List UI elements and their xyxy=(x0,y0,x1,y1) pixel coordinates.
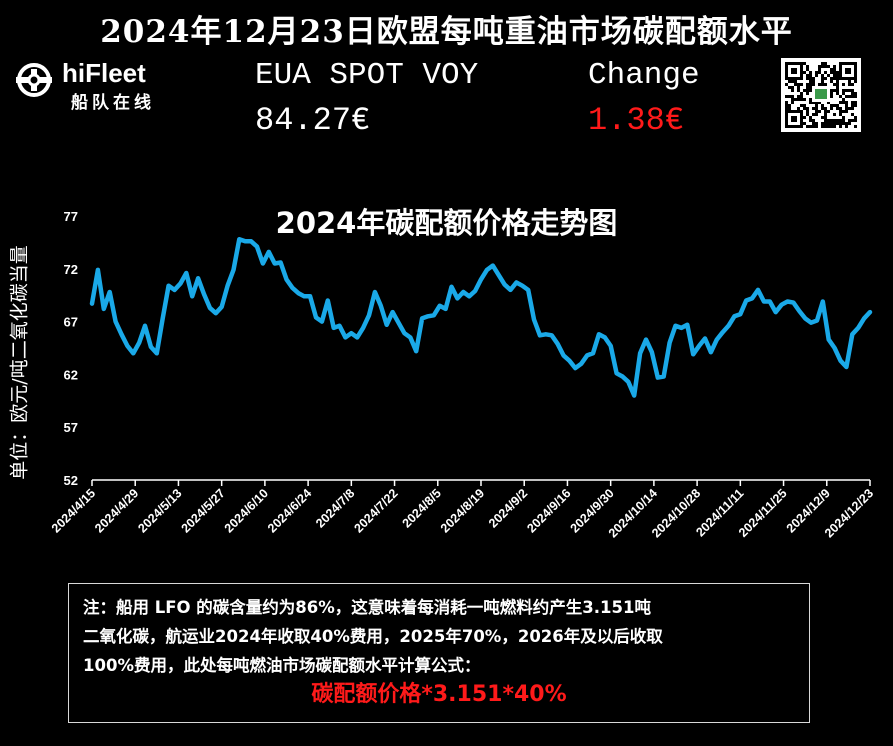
page-title: 2024年12月23日欧盟每吨重油市场碳配额水平 xyxy=(100,14,793,50)
note-line-3: 100%费用，此处每吨燃油市场碳配额水平计算公式： xyxy=(83,656,481,675)
x-tick-label: 2024/9/2 xyxy=(486,486,530,530)
change-label: Change xyxy=(588,58,700,93)
y-tick-label: 52 xyxy=(64,473,78,488)
price-series-line xyxy=(89,236,873,398)
hifleet-logo: hiFleet 船队在线 xyxy=(14,58,174,113)
logo-subtext: 船队在线 xyxy=(71,93,155,113)
note-line-2: 二氧化碳，航运业2024年收取40%费用，2025年70%，2026年及以后收取 xyxy=(83,627,663,646)
x-tick-label: 2024/6/24 xyxy=(265,486,314,535)
y-tick-label: 72 xyxy=(64,262,78,277)
x-tick-label: 2024/5/13 xyxy=(135,486,184,535)
y-tick-label: 67 xyxy=(64,315,78,330)
note-formula: 碳配额价格*3.151*40% xyxy=(311,682,567,707)
eua-label: EUA SPOT VOY xyxy=(255,58,479,93)
y-tick-label: 62 xyxy=(64,367,78,382)
x-tick-label: 2024/6/10 xyxy=(222,486,271,535)
y-tick-label: 57 xyxy=(64,420,78,435)
qr-code xyxy=(781,58,861,132)
x-tick-label: 2024/7/22 xyxy=(351,486,400,535)
note-box: 注：船用 LFO 的碳含量约为86%，这意味着每消耗一吨燃料约产生3.151吨 … xyxy=(68,583,810,723)
x-tick-label: 2024/8/5 xyxy=(400,486,444,530)
ship-wheel-icon xyxy=(16,63,52,97)
x-tick-label: 2024/4/15 xyxy=(49,486,98,535)
y-tick-label: 77 xyxy=(64,209,78,224)
chart-title: 2024年碳配额价格走势图 xyxy=(275,206,618,240)
x-tick-label: 2024/8/19 xyxy=(438,486,487,535)
price-line-chart: 5257626772772024/4/152024/4/292024/5/132… xyxy=(49,209,876,540)
change-value: 1.38€ xyxy=(588,102,685,139)
x-tick-label: 2024/9/16 xyxy=(524,486,573,535)
x-tick-label: 2024/7/8 xyxy=(313,486,357,530)
x-tick-label: 2024/4/29 xyxy=(92,486,141,535)
x-tick-label: 2024/5/27 xyxy=(179,486,228,535)
note-line-1: 注：船用 LFO 的碳含量约为86%，这意味着每消耗一吨燃料约产生3.151吨 xyxy=(83,598,651,617)
eua-value: 84.27€ xyxy=(255,102,371,139)
logo-text: hiFleet xyxy=(62,58,146,88)
